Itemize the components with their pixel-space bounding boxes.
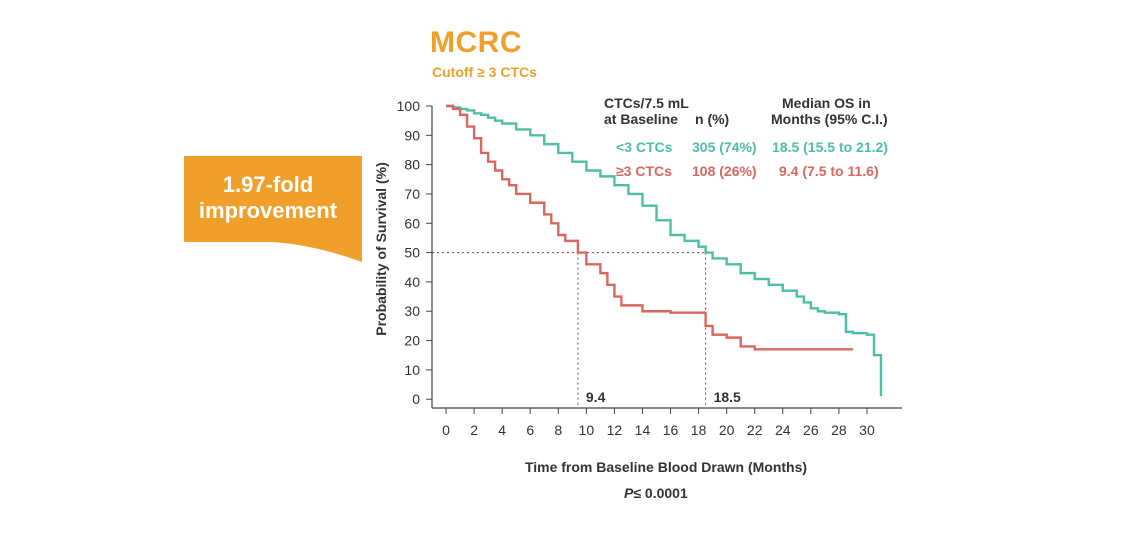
x-tick-label: 26 (803, 422, 819, 438)
x-tick-label: 4 (498, 422, 506, 438)
x-tick-label: 16 (663, 422, 679, 438)
banner-line-2: improvement (198, 198, 338, 223)
y-tick-label: 80 (404, 157, 420, 173)
y-tick-label: 90 (404, 127, 420, 143)
median-label: 18.5 (714, 389, 741, 405)
y-tick-label: 30 (404, 303, 420, 319)
chart-subtitle: Cutoff ≥ 3 CTCs (432, 64, 537, 80)
legend-header-group: CTCs/7.5 mL (604, 95, 689, 111)
x-tick-label: 22 (747, 422, 763, 438)
y-tick-label: 50 (404, 245, 420, 261)
x-tick-label: 8 (554, 422, 562, 438)
y-tick-label: 0 (412, 391, 420, 407)
x-tick-label: 0 (442, 422, 450, 438)
y-tick-label: 20 (404, 333, 420, 349)
x-tick-label: 18 (691, 422, 707, 438)
legend-header-os: Median OS in (782, 95, 871, 111)
legend-row-group: ≥3 CTCs (616, 163, 672, 179)
x-tick-label: 2 (470, 422, 478, 438)
legend-header-n: n (%) (695, 111, 729, 127)
y-tick-label: 100 (397, 98, 421, 114)
improvement-banner-text: 1.97-fold improvement (184, 172, 352, 224)
legend-row-n: 108 (26%) (692, 163, 757, 179)
x-tick-label: 20 (719, 422, 735, 438)
y-tick-label: 60 (404, 215, 420, 231)
median-label: 9.4 (586, 389, 606, 405)
y-tick-label: 40 (404, 274, 420, 290)
legend-row-os: 9.4 (7.5 to 11.6) (779, 163, 879, 179)
y-axis-label: Probability of Survival (%) (373, 162, 389, 335)
x-tick-label: 6 (526, 422, 534, 438)
legend-row-os: 18.5 (15.5 to 21.2) (772, 139, 888, 155)
legend-row-n: 305 (74%) (692, 139, 757, 155)
legend-row-group: <3 CTCs (616, 139, 673, 155)
banner-line-1: 1.97-fold (222, 172, 314, 197)
series-line-low-ctc (446, 104, 883, 397)
y-tick-label: 10 (404, 362, 420, 378)
x-tick-label: 14 (635, 422, 651, 438)
x-tick-label: 24 (775, 422, 791, 438)
y-tick-label: 70 (404, 186, 420, 202)
x-axis-label: Time from Baseline Blood Drawn (Months) (525, 459, 807, 475)
legend-header-group: at Baseline (604, 111, 678, 127)
improvement-banner (184, 156, 362, 262)
p-value: P≤ 0.0001 (624, 485, 688, 501)
x-tick-label: 12 (607, 422, 623, 438)
x-tick-label: 10 (579, 422, 595, 438)
x-tick-label: 30 (859, 422, 875, 438)
x-tick-label: 28 (831, 422, 847, 438)
chart-title: MCRC (430, 26, 522, 59)
series-line-high-ctc (446, 104, 853, 351)
legend-header-os: Months (95% C.I.) (771, 111, 888, 127)
